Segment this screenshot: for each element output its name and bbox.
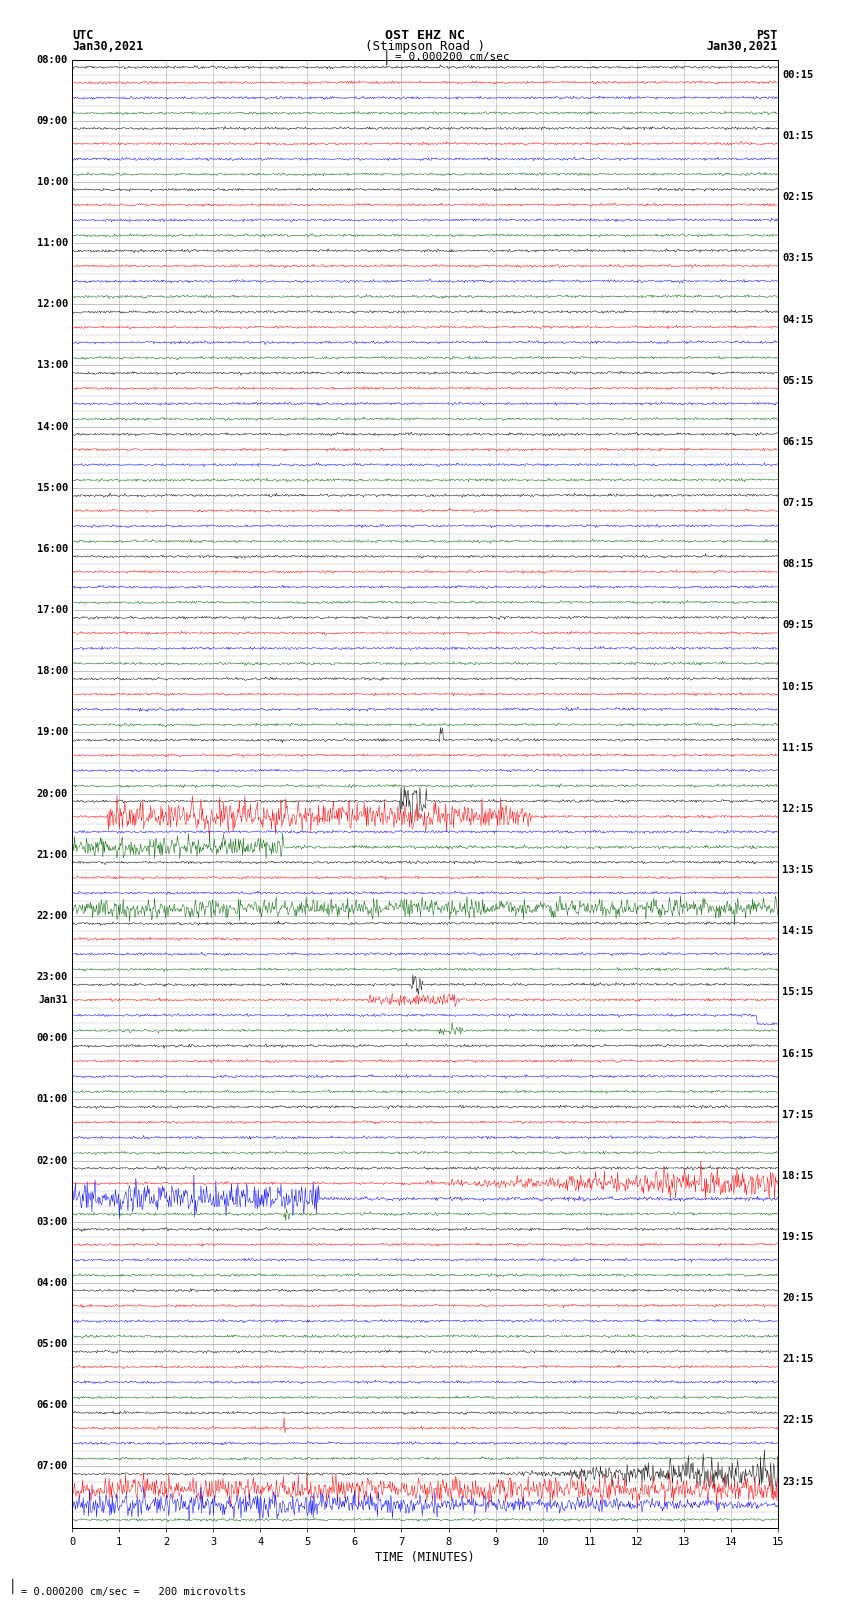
Text: 19:15: 19:15 bbox=[782, 1232, 813, 1242]
Text: PST: PST bbox=[756, 29, 778, 42]
Text: 19:00: 19:00 bbox=[37, 727, 68, 737]
Text: 00:00: 00:00 bbox=[37, 1034, 68, 1044]
Text: 17:15: 17:15 bbox=[782, 1110, 813, 1119]
Text: 00:15: 00:15 bbox=[782, 69, 813, 81]
Text: 16:00: 16:00 bbox=[37, 544, 68, 553]
Text: 07:15: 07:15 bbox=[782, 498, 813, 508]
Text: 04:15: 04:15 bbox=[782, 315, 813, 324]
Text: OST EHZ NC: OST EHZ NC bbox=[385, 29, 465, 42]
Text: 01:15: 01:15 bbox=[782, 131, 813, 140]
Text: 20:15: 20:15 bbox=[782, 1294, 813, 1303]
Text: 21:15: 21:15 bbox=[782, 1355, 813, 1365]
Text: 23:15: 23:15 bbox=[782, 1476, 813, 1487]
Text: Jan31: Jan31 bbox=[38, 995, 68, 1005]
Text: = 0.000200 cm/sec =   200 microvolts: = 0.000200 cm/sec = 200 microvolts bbox=[21, 1587, 246, 1597]
Text: 04:00: 04:00 bbox=[37, 1277, 68, 1287]
Text: 22:15: 22:15 bbox=[782, 1416, 813, 1426]
Text: 12:00: 12:00 bbox=[37, 300, 68, 310]
Text: 21:00: 21:00 bbox=[37, 850, 68, 860]
Text: 05:15: 05:15 bbox=[782, 376, 813, 386]
Text: 02:00: 02:00 bbox=[37, 1155, 68, 1166]
Text: 02:15: 02:15 bbox=[782, 192, 813, 202]
Text: UTC: UTC bbox=[72, 29, 94, 42]
Text: 08:15: 08:15 bbox=[782, 560, 813, 569]
Text: 01:00: 01:00 bbox=[37, 1094, 68, 1105]
Text: 06:00: 06:00 bbox=[37, 1400, 68, 1410]
Text: 15:15: 15:15 bbox=[782, 987, 813, 997]
Text: 13:00: 13:00 bbox=[37, 360, 68, 371]
Text: 11:00: 11:00 bbox=[37, 239, 68, 248]
Text: 22:00: 22:00 bbox=[37, 911, 68, 921]
Text: 09:15: 09:15 bbox=[782, 621, 813, 631]
Text: 05:00: 05:00 bbox=[37, 1339, 68, 1348]
Text: 14:00: 14:00 bbox=[37, 421, 68, 432]
Text: = 0.000200 cm/sec: = 0.000200 cm/sec bbox=[395, 52, 510, 61]
Text: 18:15: 18:15 bbox=[782, 1171, 813, 1181]
Text: 15:00: 15:00 bbox=[37, 482, 68, 494]
Text: 06:15: 06:15 bbox=[782, 437, 813, 447]
Text: 03:15: 03:15 bbox=[782, 253, 813, 263]
Text: Jan30,2021: Jan30,2021 bbox=[706, 40, 778, 53]
Text: 16:15: 16:15 bbox=[782, 1048, 813, 1058]
Text: 18:00: 18:00 bbox=[37, 666, 68, 676]
X-axis label: TIME (MINUTES): TIME (MINUTES) bbox=[375, 1550, 475, 1563]
Text: (Stimpson Road ): (Stimpson Road ) bbox=[365, 40, 485, 53]
Text: 13:15: 13:15 bbox=[782, 865, 813, 874]
Text: 23:00: 23:00 bbox=[37, 973, 68, 982]
Text: 11:15: 11:15 bbox=[782, 742, 813, 753]
Text: 07:00: 07:00 bbox=[37, 1461, 68, 1471]
Text: 09:00: 09:00 bbox=[37, 116, 68, 126]
Text: 10:15: 10:15 bbox=[782, 682, 813, 692]
Text: 12:15: 12:15 bbox=[782, 803, 813, 815]
Text: 14:15: 14:15 bbox=[782, 926, 813, 936]
Text: │: │ bbox=[383, 50, 390, 66]
Text: 10:00: 10:00 bbox=[37, 177, 68, 187]
Text: 03:00: 03:00 bbox=[37, 1216, 68, 1227]
Text: 08:00: 08:00 bbox=[37, 55, 68, 65]
Text: │: │ bbox=[8, 1578, 16, 1594]
Text: Jan30,2021: Jan30,2021 bbox=[72, 40, 144, 53]
Text: 20:00: 20:00 bbox=[37, 789, 68, 798]
Text: 17:00: 17:00 bbox=[37, 605, 68, 615]
